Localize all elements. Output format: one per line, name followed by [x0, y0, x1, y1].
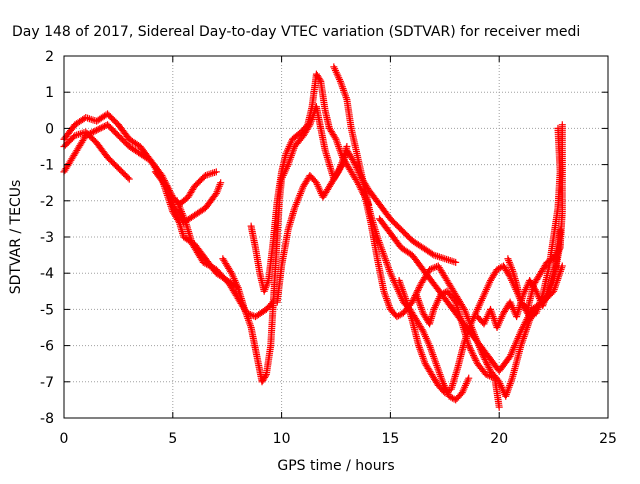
y-tick-label: -4	[40, 266, 54, 282]
data-point	[469, 350, 477, 358]
data-point	[124, 174, 132, 182]
data-point	[472, 356, 480, 364]
y-axis-label: SDTVAR / TECUs	[8, 180, 24, 295]
series-6	[247, 70, 373, 295]
x-axis-label: GPS time / hours	[277, 458, 394, 474]
data-point	[524, 314, 532, 322]
data-point	[414, 285, 422, 293]
data-point	[470, 353, 478, 361]
y-tick-label: -2	[40, 194, 54, 210]
data-point	[85, 130, 93, 138]
x-tick-label: 5	[168, 431, 177, 447]
data-point	[523, 315, 531, 323]
data-point	[484, 362, 492, 370]
series-7	[273, 146, 460, 306]
data-point	[459, 304, 467, 312]
data-point	[357, 185, 365, 193]
data-point	[525, 310, 533, 318]
data-point	[83, 131, 91, 139]
y-tick-label: 2	[45, 49, 54, 65]
x-tick-label: 15	[381, 431, 399, 447]
data-point	[471, 355, 479, 363]
data-point	[482, 357, 490, 365]
data-point	[558, 121, 566, 129]
data-point	[91, 127, 99, 135]
data-point	[467, 347, 475, 355]
data-point	[558, 262, 566, 270]
data-point	[521, 319, 529, 327]
y-tick-label: -6	[40, 339, 54, 355]
series-14	[504, 121, 566, 313]
data-point	[86, 129, 94, 137]
data-point	[90, 128, 98, 136]
data-point	[466, 345, 474, 353]
chart-title: Day 148 of 2017, Sidereal Day-to-day VTE…	[12, 24, 580, 40]
data-point	[555, 245, 563, 253]
y-tick-label: -7	[40, 375, 54, 391]
data-point	[338, 162, 346, 170]
data-point	[465, 374, 473, 382]
series-13	[413, 287, 503, 411]
x-tick-label: 0	[60, 431, 69, 447]
data-point	[82, 132, 90, 140]
y-tick-label: 0	[45, 121, 54, 137]
data-point	[93, 126, 101, 134]
data-point	[351, 160, 359, 168]
data-point	[94, 125, 102, 133]
data-point	[518, 325, 526, 333]
data-point	[316, 76, 324, 84]
data-point	[468, 348, 476, 356]
y-tick-label: -5	[40, 302, 54, 318]
data-points	[60, 63, 566, 411]
data-point	[517, 327, 525, 335]
data-point	[428, 250, 436, 258]
data-point	[452, 258, 460, 266]
x-tick-label: 10	[273, 431, 291, 447]
data-point	[97, 124, 105, 132]
data-point	[125, 175, 133, 183]
data-point	[217, 179, 225, 187]
data-point	[520, 320, 528, 328]
data-point	[483, 360, 491, 368]
data-point	[331, 134, 339, 142]
data-point	[519, 324, 527, 332]
x-tick-label: 20	[490, 431, 508, 447]
data-point	[88, 129, 96, 137]
x-tick-label: 25	[599, 431, 617, 447]
y-tick-label: -3	[40, 230, 54, 246]
data-point	[96, 125, 104, 133]
y-tick-label: -8	[40, 411, 54, 427]
data-point	[495, 403, 503, 411]
series-0	[60, 128, 133, 183]
data-point	[524, 312, 532, 320]
data-point	[212, 168, 220, 176]
axis-ticks: 0 5 10 15 20 25 -8 -7 -6 -5 -4 -3 -2 -1 0 1 2	[40, 49, 617, 447]
data-point	[466, 343, 474, 351]
data-point	[415, 283, 423, 291]
data-point	[522, 317, 530, 325]
data-point	[261, 372, 269, 380]
y-tick-label: -1	[40, 158, 54, 174]
y-tick-label: 1	[45, 85, 54, 101]
data-point	[99, 123, 107, 131]
data-point	[485, 364, 493, 372]
data-point	[465, 342, 473, 350]
data-point	[483, 359, 491, 367]
data-point	[414, 287, 422, 295]
data-point	[469, 351, 477, 359]
data-point	[519, 322, 527, 330]
